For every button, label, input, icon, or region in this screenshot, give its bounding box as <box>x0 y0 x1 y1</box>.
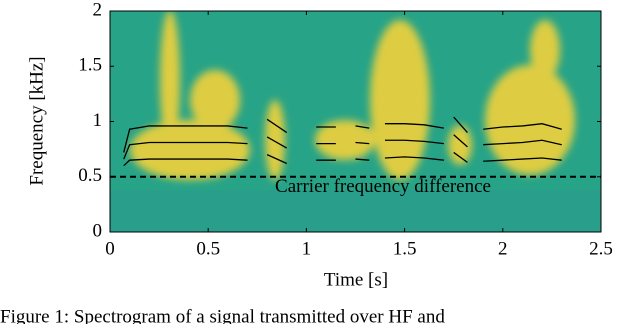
spectrogram-image <box>110 11 601 232</box>
y-tick-label: 0 <box>93 220 103 241</box>
x-tick-label: 1 <box>302 238 312 259</box>
caption: Figure 1: Spectrogram of a signal transm… <box>0 306 445 324</box>
y-tick-label: 1.5 <box>78 55 102 76</box>
y-tick-label: 1 <box>93 110 103 131</box>
annotation: Carrier frequency difference <box>275 176 491 197</box>
x-tick-label: 0 <box>105 238 115 259</box>
harmonic-track <box>123 151 562 167</box>
x-tick-label: 0.5 <box>196 238 220 259</box>
x-tick-label: 1.5 <box>393 238 417 259</box>
y-tick-label: 2 <box>93 0 103 20</box>
x-tick-label: 2 <box>498 238 508 259</box>
y-axis-label: Frequency [kHz] <box>26 56 47 185</box>
x-tick-label: 2.5 <box>589 238 613 259</box>
x-axis-label: Time [s] <box>324 269 388 290</box>
harmonic-track <box>123 134 562 160</box>
harmonic-track <box>123 116 562 153</box>
y-tick-label: 0.5 <box>78 165 102 186</box>
